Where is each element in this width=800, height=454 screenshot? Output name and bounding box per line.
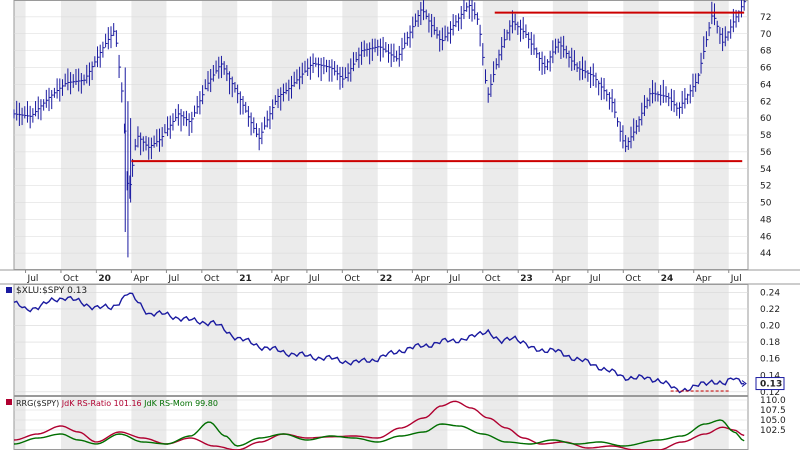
rrg-legend-swatch [6,399,12,405]
x-tick-label: Apr [555,274,571,284]
x-tick-label: Oct [63,274,79,284]
quarter-band [623,396,659,450]
x-tick-label: 20 [98,274,111,284]
x-tick-label: Jul [730,274,742,284]
quarter-band [552,284,588,396]
y-tick-label: 72 [760,13,771,23]
quarter-band [14,284,26,396]
y-tick-label: 52 [760,182,771,192]
y-tick-label: 62 [760,97,771,107]
y-tick-label: 44 [760,249,772,259]
y-tick-label: 102.5 [760,426,786,436]
y-tick-label: 54 [760,165,772,175]
x-tick-label: Jul [167,274,179,284]
quarter-band [14,396,26,450]
quarter-band [623,284,659,396]
x-tick-label: Oct [204,274,220,284]
x-tick-label: Oct [485,274,501,284]
y-tick-label: 50 [760,199,772,209]
quarter-band [201,284,238,396]
price-grid [14,16,748,254]
x-tick-label: Jul [448,274,460,284]
x-tick-label: 22 [380,274,393,284]
x-tick-label: Apr [133,274,149,284]
rrg-series-line [13,419,745,447]
rrg-legend-part: JdK RS-Mom 99.80 [142,399,218,408]
ratio-legend-swatch [6,287,12,293]
y-tick-label: 68 [760,47,772,57]
ratio-legend: $XLU:$SPY 0.13 [16,286,87,296]
x-tick-label: Oct [625,274,641,284]
y-tick-label: 56 [760,148,772,158]
x-tick-label: Jul [27,274,39,284]
y-tick-label: 0.14 [760,371,780,381]
quarter-band [693,284,729,396]
series-line-xlu-spy [13,292,745,394]
y-tick-label: 0.20 [760,321,780,331]
rrg-series-line [13,400,745,451]
quarter-band [271,396,307,450]
y-tick-label: 0.12 [760,388,780,398]
x-tick-label: Apr [414,274,430,284]
quarter-band [60,284,97,396]
x-tick-label: 23 [520,274,533,284]
y-tick-label: 110.0 [760,396,786,406]
rrg-legend-part: RRG($SPY) [16,399,59,408]
last-value-box [755,377,785,391]
x-tick-label: Jul [308,274,320,284]
x-tick-label: 21 [239,274,252,284]
x-tick-label: Apr [696,274,712,284]
y-tick-label: 60 [760,114,772,124]
last-value-marker [741,380,747,387]
y-tick-label: 64 [760,80,772,90]
quarter-band [271,284,307,396]
y-tick-label: 0.22 [760,305,780,315]
x-tick-label: Apr [274,274,290,284]
x-tick-label: Oct [344,274,360,284]
rrg-legend-part: JdK RS-Ratio 101.16 [59,399,141,408]
quarter-band [342,284,378,396]
quarter-band [60,396,97,450]
y-tick-label: 58 [760,131,772,141]
y-tick-label: 105.0 [760,416,786,426]
y-tick-label: 0.16 [760,355,780,365]
y-tick-label: 0.24 [760,288,780,298]
price-bars [13,0,747,258]
quarter-band [482,284,519,396]
y-tick-label: 0.18 [760,338,780,348]
y-tick-label: 70 [760,30,772,40]
quarter-band [412,396,448,450]
x-tick-label: Jul [589,274,601,284]
y-tick-label: 66 [760,64,772,74]
rrg-legend: RRG($SPY) JdK RS-Ratio 101.16 JdK RS-Mom… [16,399,218,408]
last-value-label: 0.13 [760,380,782,390]
y-tick-label: 48 [760,215,772,225]
x-tick-label: 24 [661,274,674,284]
y-tick-label: 46 [760,232,772,242]
y-tick-label: 107.5 [760,406,786,416]
